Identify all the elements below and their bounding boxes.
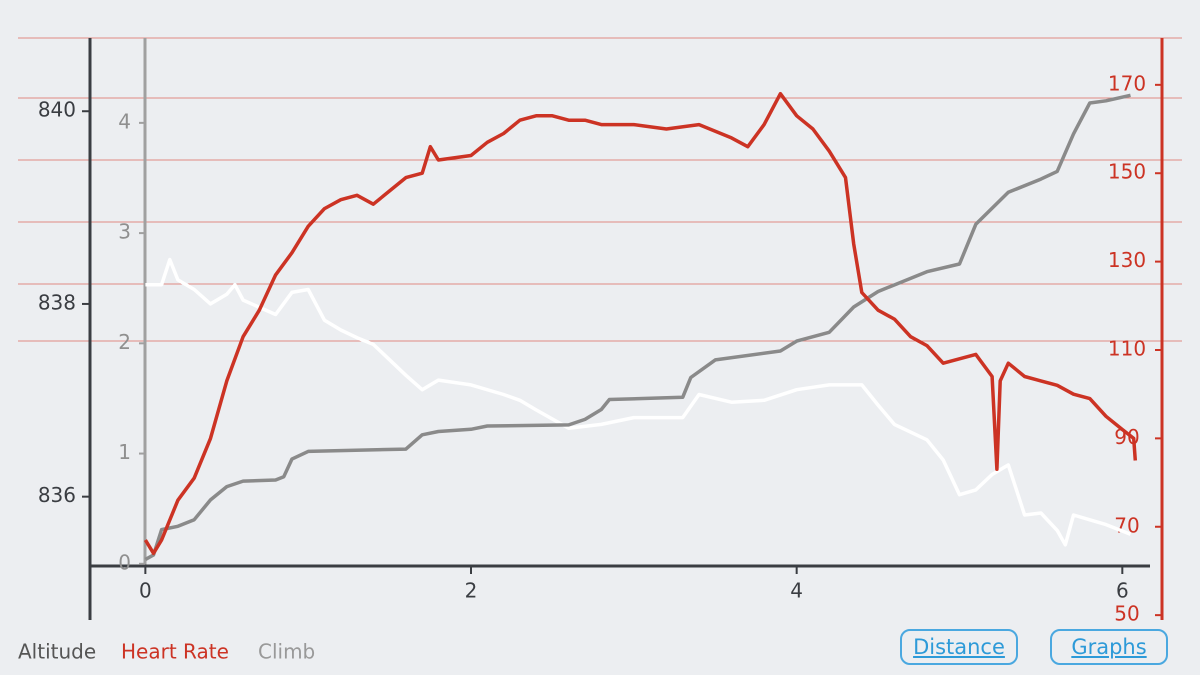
y3-tick-label: 1 [118,440,131,464]
y-tick-label: 836 [38,483,76,507]
y-tick-label: 838 [38,290,76,314]
graphs-button[interactable]: Graphs [1050,629,1168,665]
y2-tick-label: 110 [1108,336,1146,360]
legend-entry: Climb [258,640,315,664]
y3-tick-label: 0 [118,550,131,574]
x-tick-label: 0 [139,579,152,603]
legend-entry: Heart Rate [121,640,229,664]
x-tick-label: 4 [790,579,803,603]
y-tick-label: 840 [38,98,76,122]
series-line [145,257,1132,547]
y2-tick-label: 50 [1114,602,1139,626]
y3-tick-label: 2 [118,330,131,354]
series-line [143,91,1138,556]
y3-tick-label: 4 [118,109,131,133]
x-tick-label: 2 [465,579,478,603]
legend-entry: Altitude [18,640,96,664]
y2-tick-label: 150 [1108,160,1146,184]
y2-tick-label: 170 [1108,71,1146,95]
y2-tick-label: 130 [1108,248,1146,272]
background-lines [18,37,1182,342]
series-line [144,93,1131,561]
y3-tick-label: 3 [118,220,131,244]
x-tick-label: 6 [1116,579,1129,603]
distance-button[interactable]: Distance [900,629,1018,665]
